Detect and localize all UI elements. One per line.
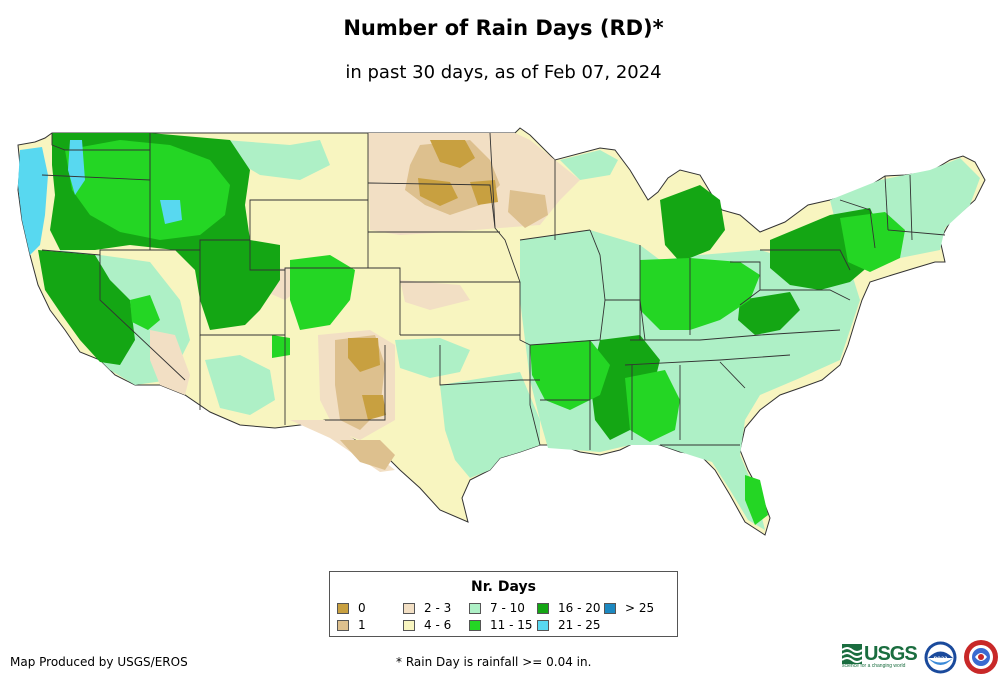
- legend-swatch: [469, 602, 481, 614]
- usgs-wave-icon: [842, 644, 863, 664]
- noaa-wordmark: noaa: [933, 656, 948, 662]
- legend-item-7: 21 - 25: [537, 618, 601, 632]
- map-title: Number of Rain Days (RD)*: [343, 16, 664, 40]
- usgs-logo: USGS science for a changing world: [842, 642, 920, 670]
- legend-label: 11 - 15: [490, 618, 533, 632]
- usgs-wordmark: USGS: [864, 643, 918, 665]
- legend-swatch: [537, 619, 549, 631]
- rain-day-footnote: * Rain Day is rainfall >= 0.04 in.: [396, 655, 592, 669]
- legend: Nr. Days 0 1 2 - 3 4 - 6 7 - 10 11 - 15 …: [329, 571, 678, 637]
- legend-label: 7 - 10: [490, 601, 525, 615]
- legend-item-6: 16 - 20: [537, 601, 601, 615]
- region-11-15: [65, 140, 905, 525]
- legend-item-4: 7 - 10: [469, 601, 525, 615]
- legend-item-5: 11 - 15: [469, 618, 533, 632]
- legend-label: 0: [358, 601, 366, 615]
- nws-logo-icon: [964, 640, 998, 674]
- usgs-tagline: science for a changing world: [842, 663, 906, 669]
- legend-label: > 25: [625, 601, 655, 615]
- legend-item-8: > 25: [604, 601, 654, 615]
- producer-credit: Map Produced by USGS/EROS: [10, 655, 188, 669]
- legend-item-2: 2 - 3: [403, 601, 451, 615]
- legend-label: 16 - 20: [558, 601, 601, 615]
- legend-item-0: 0: [337, 601, 366, 615]
- legend-label: 1: [358, 618, 366, 632]
- legend-label: 2 - 3: [424, 601, 452, 615]
- legend-swatch: [403, 602, 415, 614]
- legend-swatch: [337, 619, 349, 631]
- legend-swatch: [469, 619, 481, 631]
- legend-item-3: 4 - 6: [403, 618, 451, 632]
- noaa-logo-icon: noaa: [924, 641, 957, 674]
- legend-swatch: [604, 602, 616, 614]
- legend-label: 21 - 25: [558, 618, 601, 632]
- legend-item-1: 1: [337, 618, 366, 632]
- region-0: [348, 140, 498, 420]
- legend-label: 4 - 6: [424, 618, 452, 632]
- map-subtitle: in past 30 days, as of Feb 07, 2024: [345, 62, 662, 83]
- legend-swatch: [537, 602, 549, 614]
- state-boundaries: [41, 132, 946, 450]
- legend-title: Nr. Days: [471, 579, 536, 595]
- legend-swatch: [403, 619, 415, 631]
- region-21-25: [18, 140, 182, 255]
- legend-swatch: [337, 602, 349, 614]
